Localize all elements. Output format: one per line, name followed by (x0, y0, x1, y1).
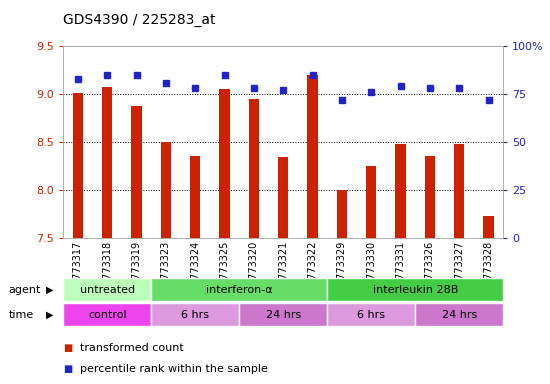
Bar (190, 157, 200, 238)
Bar (327, 278, 503, 301)
Text: time: time (8, 310, 34, 320)
Text: transformed count: transformed count (80, 343, 184, 353)
Text: ■: ■ (63, 343, 73, 353)
Bar (337, 190, 347, 238)
Text: agent: agent (8, 285, 41, 295)
Bar (395, 144, 406, 238)
Bar (63, 278, 151, 301)
Text: 24 hrs: 24 hrs (266, 310, 301, 320)
Text: 24 hrs: 24 hrs (442, 310, 477, 320)
Bar (131, 106, 142, 238)
Bar (327, 303, 415, 326)
Bar (483, 216, 494, 238)
Bar (454, 144, 464, 238)
Bar (425, 156, 435, 238)
Text: 6 hrs: 6 hrs (358, 310, 385, 320)
Bar (278, 157, 288, 238)
Text: ▶: ▶ (46, 285, 53, 295)
Bar (239, 303, 327, 326)
Bar (151, 278, 327, 301)
Text: ▶: ▶ (46, 310, 53, 320)
Bar (219, 89, 230, 238)
Bar (151, 303, 239, 326)
Bar (366, 166, 376, 238)
Bar (73, 93, 83, 238)
Text: control: control (88, 310, 126, 320)
Text: 6 hrs: 6 hrs (182, 310, 209, 320)
Text: ■: ■ (63, 364, 73, 374)
Text: GDS4390 / 225283_at: GDS4390 / 225283_at (63, 13, 216, 27)
Text: percentile rank within the sample: percentile rank within the sample (80, 364, 268, 374)
Bar (102, 87, 112, 238)
Bar (63, 303, 151, 326)
Text: interferon-α: interferon-α (206, 285, 273, 295)
Bar (249, 99, 259, 238)
Bar (161, 142, 171, 238)
Text: interleukin 28B: interleukin 28B (372, 285, 458, 295)
Bar (307, 75, 318, 238)
Text: untreated: untreated (80, 285, 135, 295)
Bar (415, 303, 503, 326)
